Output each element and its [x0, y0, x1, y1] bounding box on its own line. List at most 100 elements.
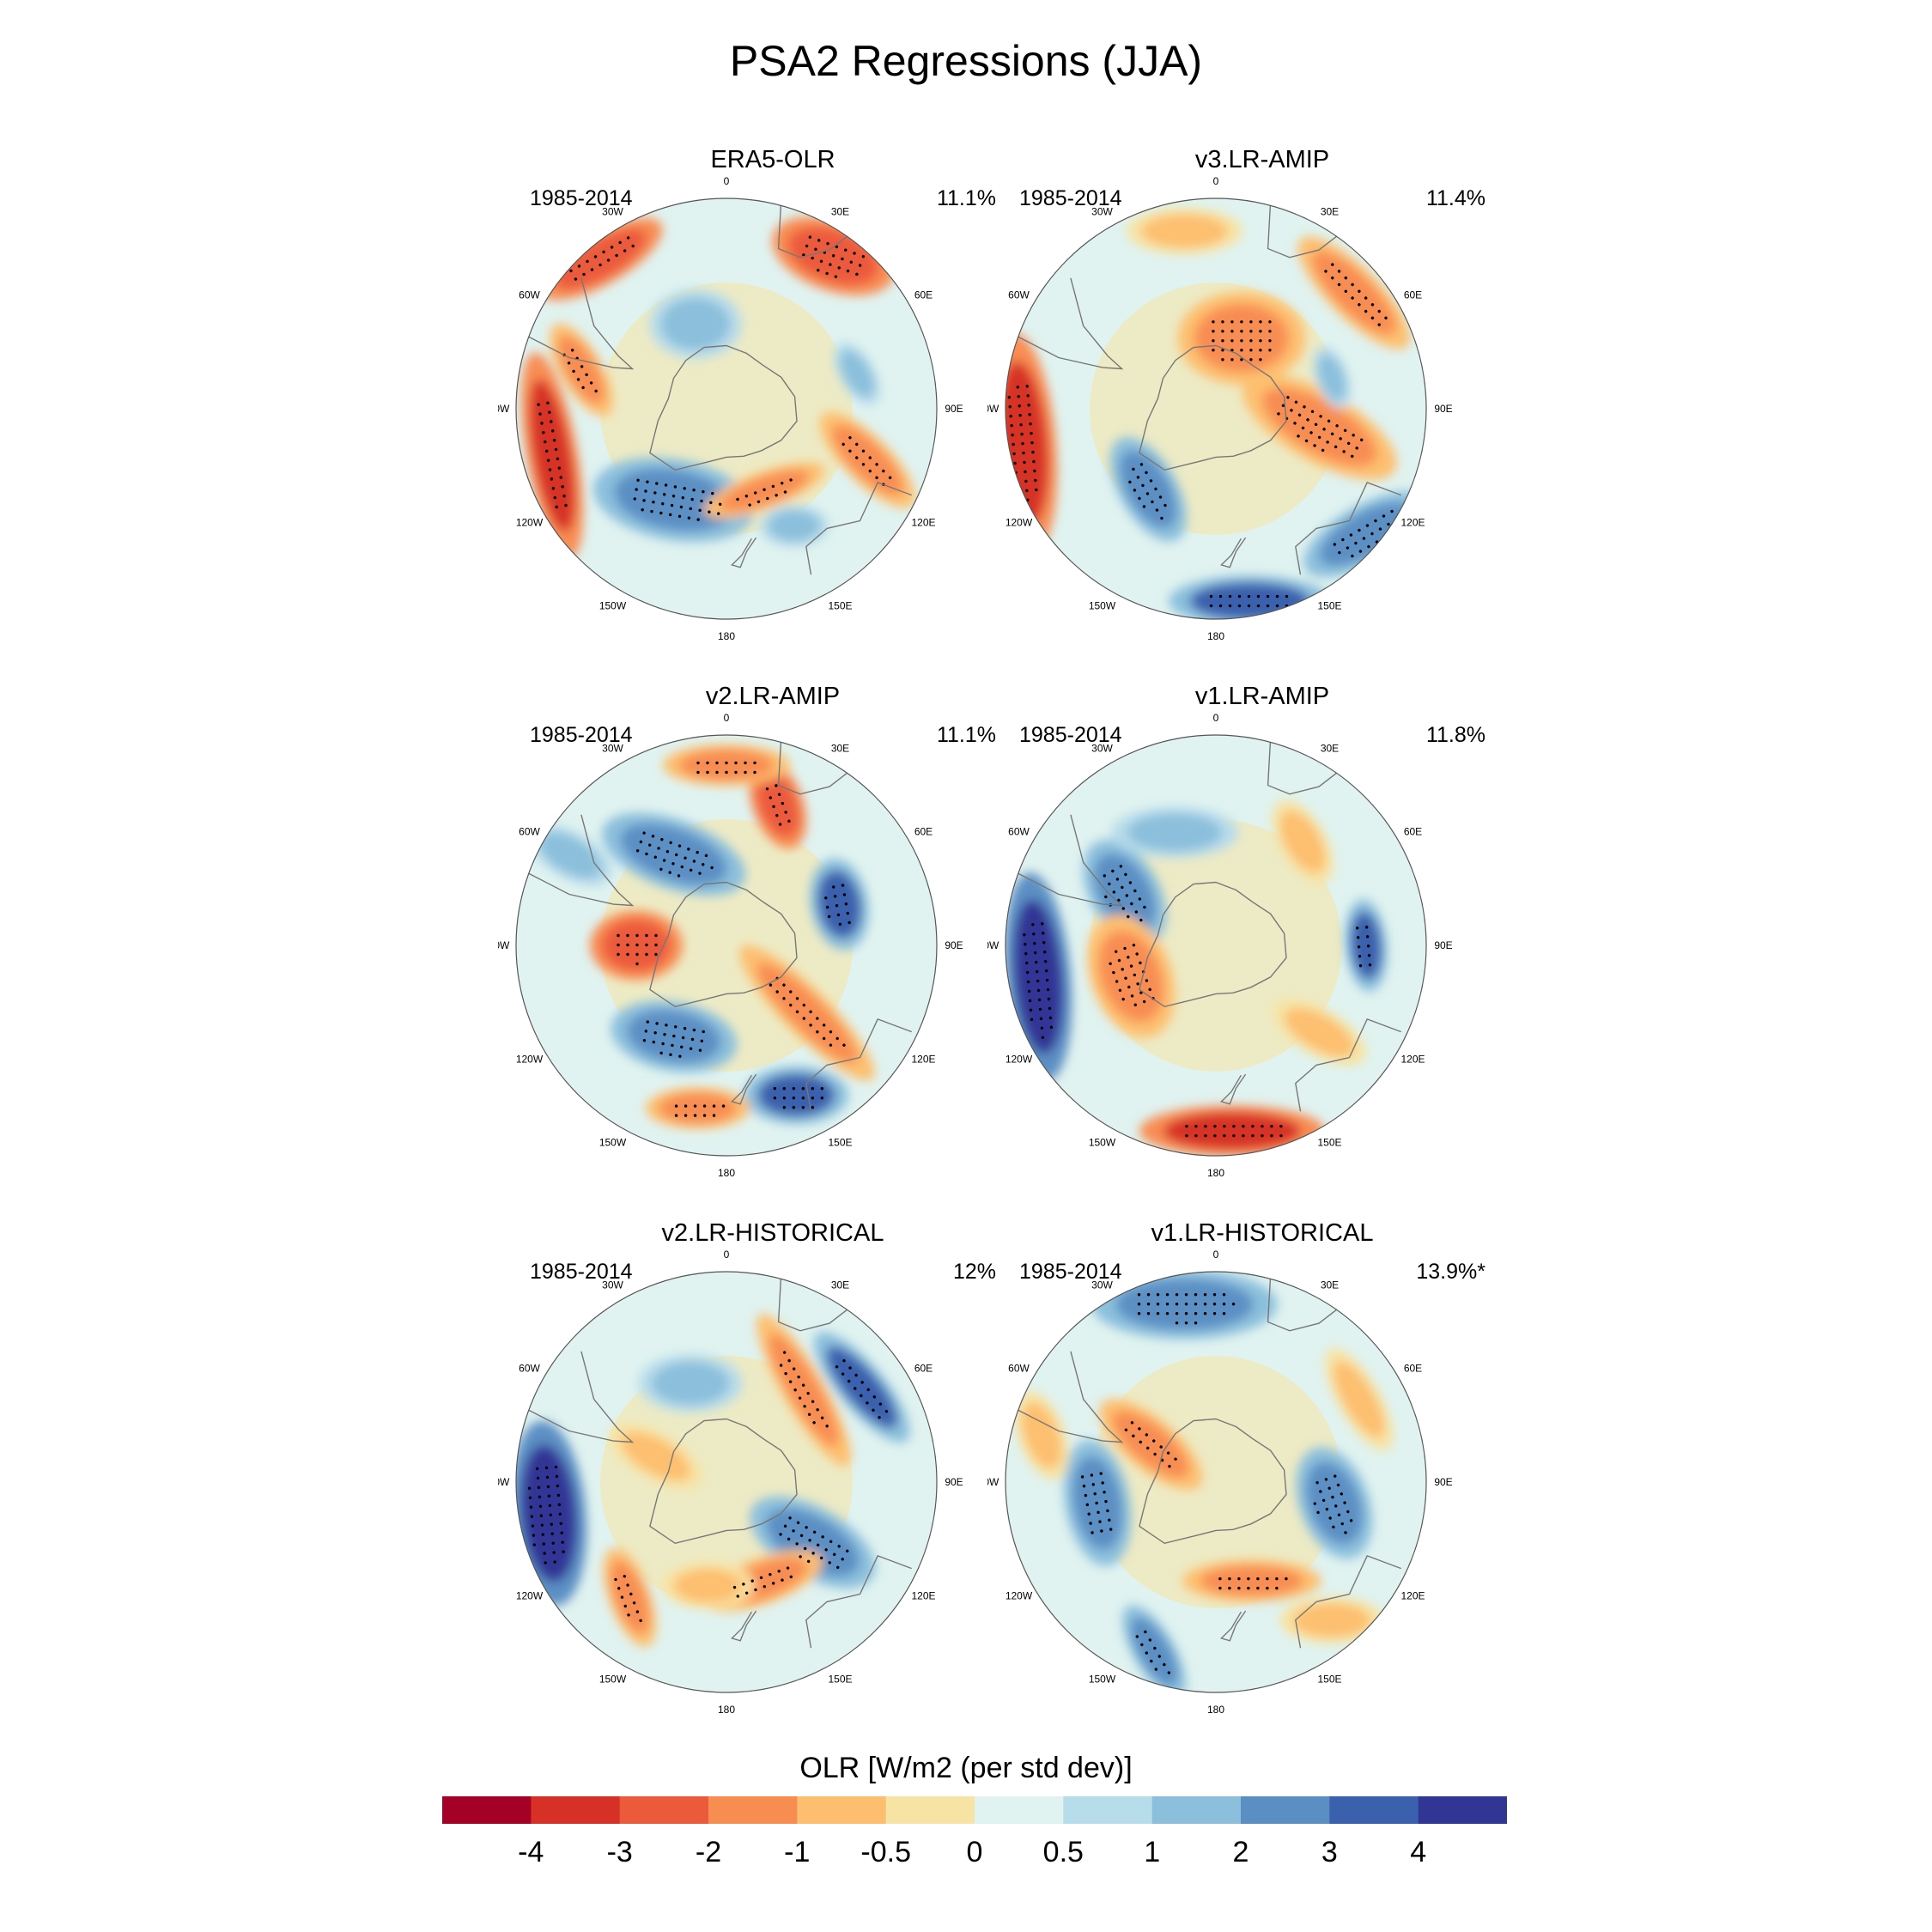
significance-stipple: [635, 831, 714, 878]
stipple-dot: [1321, 448, 1325, 453]
stipple-dot: [833, 895, 837, 898]
south-america-coastline: [1018, 814, 1124, 907]
stipple-dot: [527, 1486, 532, 1491]
stipple-dot: [1377, 323, 1381, 326]
stipple-dot: [1093, 1492, 1097, 1496]
stipple-dot: [631, 244, 635, 248]
stipple-dot: [1337, 283, 1341, 287]
stipple-dot: [683, 1114, 688, 1117]
anomaly-core: [1013, 899, 1064, 1054]
anomaly-core: [1261, 387, 1377, 466]
stipple-dot: [1382, 514, 1386, 518]
stipple-dot: [1132, 1434, 1135, 1438]
stipple-dot: [1286, 396, 1290, 399]
stipple-dot: [801, 1087, 805, 1091]
stipple-dot: [1365, 935, 1370, 939]
stipple-dot: [1119, 865, 1123, 868]
stipple-dot: [529, 1505, 533, 1509]
map-panel: v2.LR-AMIP 1985-2014 11.1% 0 30E 60E 90E 120E 15…: [498, 683, 1048, 1198]
stipple-dot: [1184, 1302, 1188, 1306]
stipple-dot: [542, 431, 545, 434]
stipple-dot: [561, 485, 564, 489]
stipple-dot: [1127, 985, 1131, 989]
stipple-dot: [712, 1104, 716, 1108]
stipple-dot: [712, 1114, 716, 1117]
stipple-dot: [866, 1388, 870, 1392]
stipple-dot: [644, 1030, 648, 1033]
stipple-dot: [635, 933, 639, 938]
stipple-dot: [842, 1358, 846, 1363]
stipple-dot: [544, 449, 549, 453]
stipple-dot: [550, 1532, 554, 1535]
africa-coastline: [1267, 205, 1337, 258]
stipple-dot: [627, 1613, 630, 1617]
anomaly-core: [520, 1444, 577, 1583]
stipple-dot: [1268, 320, 1272, 324]
stipple-dot: [589, 381, 593, 385]
stipple-dot: [1221, 320, 1224, 324]
stipple-dot: [789, 990, 793, 993]
stipple-dot: [811, 1087, 815, 1091]
stipple-dot: [782, 997, 786, 1000]
significance-stipple: [779, 1516, 849, 1570]
stipple-dot: [1334, 445, 1338, 449]
anomaly-core: [1279, 811, 1326, 873]
stipple-dot: [736, 497, 739, 501]
stipple-dot: [552, 438, 556, 442]
australia-coastline: [1295, 1555, 1401, 1649]
stipple-dot: [773, 1097, 777, 1100]
stipple-dot: [618, 240, 622, 245]
stipple-dot: [665, 1024, 668, 1027]
stipple-dot: [1364, 309, 1368, 313]
anomaly-core: [1115, 1279, 1254, 1331]
significance-stipple: [614, 1575, 642, 1623]
stipple-dot: [1346, 1510, 1350, 1514]
stipple-dot: [803, 1405, 806, 1408]
stipple-dot: [633, 497, 636, 501]
stipple-dot: [1266, 594, 1270, 598]
colorbar-segment: [1151, 1796, 1242, 1824]
longitude-label: 0: [724, 1249, 730, 1261]
stipple-dot: [782, 1351, 787, 1354]
longitude-label: 150E: [828, 1674, 852, 1686]
stipple-dot: [1103, 1491, 1106, 1494]
stipple-dot: [717, 512, 720, 515]
stipple-dot: [802, 1003, 806, 1007]
stipple-dot: [1025, 489, 1029, 493]
stipple-dot: [580, 365, 584, 368]
stipple-dot: [1156, 1292, 1160, 1297]
stipple-dot: [1230, 349, 1234, 352]
stipple-dot: [653, 855, 658, 859]
stipple-dot: [1230, 339, 1234, 343]
longitude-label: 120W: [516, 517, 544, 529]
stipple-dot: [1139, 918, 1143, 922]
stipple-dot: [817, 268, 820, 272]
stipple-dot: [550, 1522, 554, 1526]
stipple-dot: [1256, 1577, 1260, 1581]
australia-coastline: [1295, 482, 1401, 575]
stipple-dot: [753, 491, 757, 495]
stipple-dot: [552, 1551, 556, 1554]
anomaly-core: [1312, 251, 1396, 335]
stipple-dot: [1230, 330, 1234, 333]
stipple-dot: [531, 1524, 535, 1528]
stipple-dot: [769, 796, 772, 799]
stipple-dot: [1237, 604, 1242, 608]
stipple-dot: [854, 1387, 857, 1390]
longitude-label: 120W: [1005, 1590, 1033, 1602]
stipple-dot: [1090, 1473, 1094, 1477]
antarctica-coastline: [1139, 1418, 1287, 1545]
stipple-dot: [1230, 358, 1234, 361]
stipple-dot: [585, 373, 588, 377]
stipple-dot: [805, 1526, 808, 1529]
stipple-dot: [1103, 874, 1107, 878]
stipple-dot: [1142, 505, 1146, 508]
stipple-dot: [1167, 1671, 1171, 1674]
stipple-dot: [806, 1391, 810, 1395]
stipple-dot: [1358, 963, 1363, 968]
stipple-dot: [725, 770, 728, 775]
stipple-dot: [734, 770, 738, 775]
stipple-dot: [696, 761, 700, 765]
stipple-dot: [570, 349, 574, 352]
stipple-dot: [1130, 902, 1133, 906]
